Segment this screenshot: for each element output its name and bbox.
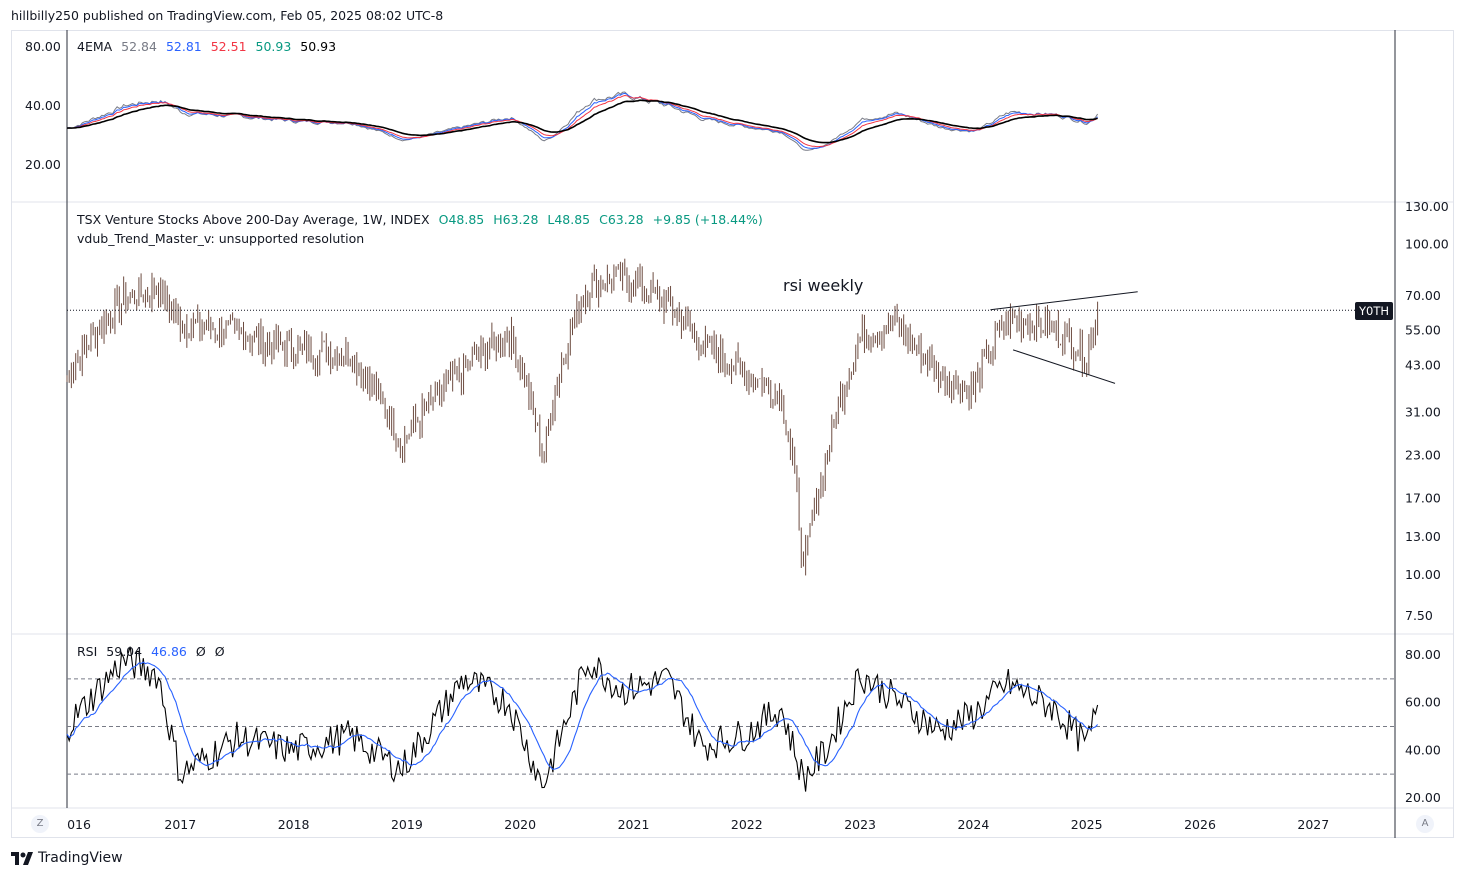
rsi-tick-label: 20.00 bbox=[1405, 790, 1441, 805]
time-tick-label: 2027 bbox=[1297, 817, 1329, 832]
publish-header: hillbilly250 published on TradingView.co… bbox=[11, 8, 444, 23]
price-tick-label: 7.50 bbox=[1405, 608, 1433, 623]
time-tick-label: 2025 bbox=[1071, 817, 1103, 832]
tradingview-logo-icon bbox=[11, 851, 33, 865]
indicator-legend[interactable]: vdub_Trend_Master_v: unsupported resolut… bbox=[77, 231, 365, 246]
rsi-value: 59.04 bbox=[106, 644, 143, 659]
time-tick-label: 2021 bbox=[618, 817, 650, 832]
price-tick-label: 55.00 bbox=[1405, 322, 1441, 337]
rsi-tick-label: 60.00 bbox=[1405, 695, 1441, 710]
price-tick-label: 17.00 bbox=[1405, 491, 1441, 506]
brand-footer: TradingView bbox=[11, 850, 123, 866]
ohlc-open: O48.85 bbox=[438, 212, 485, 227]
time-tick-label: 2020 bbox=[504, 817, 536, 832]
lower-trendline bbox=[1012, 349, 1116, 384]
ohlc-high: H63.28 bbox=[493, 212, 539, 227]
hidden-icon-1[interactable]: Ø bbox=[195, 644, 206, 659]
ema-line-blue bbox=[66, 92, 1098, 149]
rsi-line bbox=[66, 646, 1099, 792]
ema-line-black bbox=[66, 99, 1098, 144]
ema-value-5: 50.93 bbox=[300, 39, 337, 54]
price-tag: Y0TH bbox=[1355, 302, 1393, 320]
price-tick-label: 43.00 bbox=[1405, 358, 1441, 373]
upper-trendline bbox=[990, 291, 1138, 311]
price-tick-label: 23.00 bbox=[1405, 447, 1441, 462]
hidden-icon-2[interactable]: Ø bbox=[214, 644, 225, 659]
price-tick-label: 100.00 bbox=[1405, 237, 1449, 252]
annotation-text: rsi weekly bbox=[783, 276, 864, 295]
ohlc-change: +9.85 (+18.44%) bbox=[652, 212, 763, 227]
price-tick-label: 10.00 bbox=[1405, 567, 1441, 582]
rsi-legend-name: RSI bbox=[77, 644, 98, 659]
ema-legend-name: 4EMA bbox=[77, 39, 113, 54]
price-tick-label: 31.00 bbox=[1405, 405, 1441, 420]
time-tick-label: 2022 bbox=[731, 817, 763, 832]
time-tick-label: 2018 bbox=[278, 817, 310, 832]
main-legend[interactable]: TSX Venture Stocks Above 200-Day Average… bbox=[77, 212, 768, 227]
price-tick-label: 13.00 bbox=[1405, 529, 1441, 544]
time-tick-label: 2026 bbox=[1184, 817, 1216, 832]
time-tick-label: 2023 bbox=[844, 817, 876, 832]
ema-value-4: 50.93 bbox=[255, 39, 292, 54]
time-tick-label: 2024 bbox=[957, 817, 989, 832]
ohlc-close: C63.28 bbox=[599, 212, 644, 227]
ema-tick-label: 20.00 bbox=[25, 157, 61, 172]
z-button[interactable]: Z bbox=[31, 815, 49, 833]
price-tick-label: 130.00 bbox=[1405, 199, 1449, 214]
ema-value-2: 52.81 bbox=[165, 39, 202, 54]
time-tick-label: 2017 bbox=[164, 817, 196, 832]
ohlc-low: L48.85 bbox=[547, 212, 591, 227]
rsi-ma-value: 46.86 bbox=[151, 644, 187, 659]
ema-value-1: 52.84 bbox=[121, 39, 157, 54]
time-tick-label: 016 bbox=[67, 817, 91, 832]
symbol-title: TSX Venture Stocks Above 200-Day Average… bbox=[77, 212, 430, 227]
ema-line-red bbox=[66, 94, 1098, 148]
a-button[interactable]: A bbox=[1416, 815, 1434, 833]
rsi-tick-label: 80.00 bbox=[1405, 647, 1441, 662]
ema-legend[interactable]: 4EMA 52.84 52.81 52.51 50.93 50.93 bbox=[77, 39, 341, 54]
ema-value-3: 52.51 bbox=[210, 39, 247, 54]
time-tick-label: 2019 bbox=[391, 817, 423, 832]
chart-frame bbox=[11, 30, 1454, 838]
ema-tick-label: 80.00 bbox=[25, 39, 61, 54]
rsi-ma-line bbox=[66, 661, 1099, 770]
price-tick-label: 70.00 bbox=[1405, 288, 1441, 303]
rsi-legend[interactable]: RSI 59.04 46.86 Ø Ø bbox=[77, 644, 230, 659]
ema-tick-label: 40.00 bbox=[25, 98, 61, 113]
rsi-tick-label: 40.00 bbox=[1405, 742, 1441, 757]
brand-label: TradingView bbox=[38, 850, 123, 866]
